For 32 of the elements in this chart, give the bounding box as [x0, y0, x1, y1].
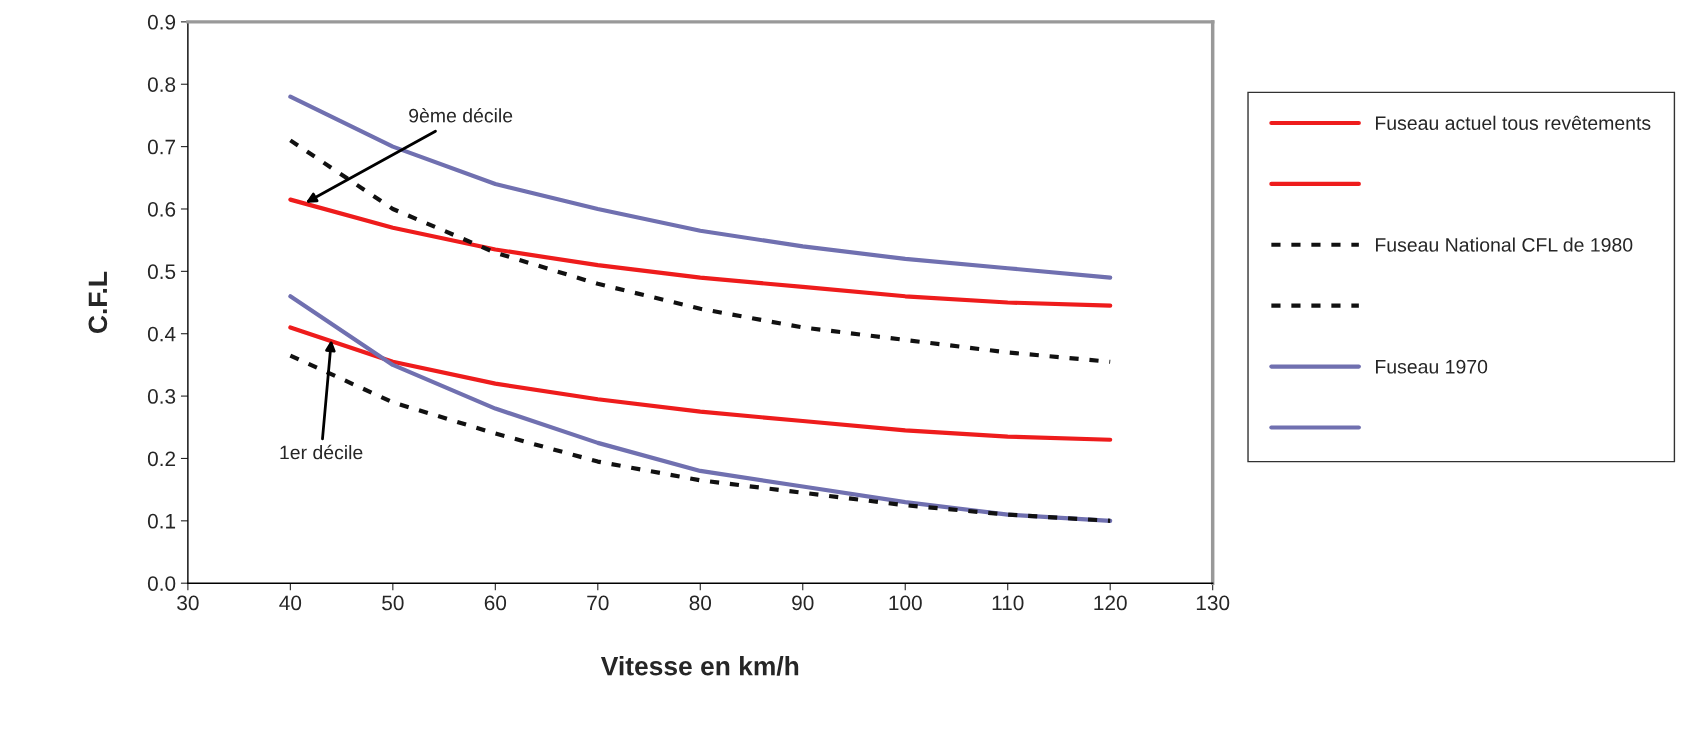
x-tick-label: 120 — [1094, 595, 1127, 611]
y-axis-title: C.F.L — [88, 271, 108, 333]
line-series — [288, 325, 1113, 442]
annotation: 1er décile — [280, 444, 363, 460]
x-axis-title: Vitesse en km/h — [600, 656, 799, 676]
y-tick-label: 0.0 — [147, 576, 176, 591]
y-tick-label: 0.6 — [147, 201, 176, 217]
y-tick-label: 0.9 — [147, 14, 176, 30]
y-tick-label: 0.1 — [147, 513, 176, 529]
y-tick-label: 0.2 — [147, 451, 176, 467]
line-series — [288, 94, 1113, 280]
y-tick-label: 0.3 — [147, 389, 176, 404]
y-tick-label: 0.4 — [147, 326, 176, 342]
y-tick-label: 0.5 — [147, 264, 176, 280]
x-tick-label: 110 — [992, 595, 1024, 611]
y-tick-label: 0.8 — [147, 77, 176, 92]
line-series — [288, 138, 1113, 364]
x-tick-label: 90 — [792, 595, 814, 611]
annotation: 9ème décile — [409, 108, 513, 123]
line-series — [288, 197, 1113, 308]
x-tick-label: 130 — [1196, 595, 1230, 611]
x-tick-label: 60 — [484, 595, 507, 611]
x-tick-label: 50 — [382, 595, 404, 611]
legend-label: Fuseau 1970 — [1376, 359, 1488, 374]
legend-label: Fuseau actuel tous revêtements — [1376, 115, 1651, 130]
x-tick-label: 30 — [177, 595, 199, 611]
x-tick-label: 100 — [889, 595, 922, 611]
x-tick-label: 80 — [689, 595, 712, 611]
y-tick-label: 0.7 — [147, 139, 176, 155]
x-tick-label: 40 — [279, 595, 302, 611]
legend-label: Fuseau National CFL de 1980 — [1376, 237, 1633, 252]
x-tick-label: 70 — [587, 595, 609, 611]
